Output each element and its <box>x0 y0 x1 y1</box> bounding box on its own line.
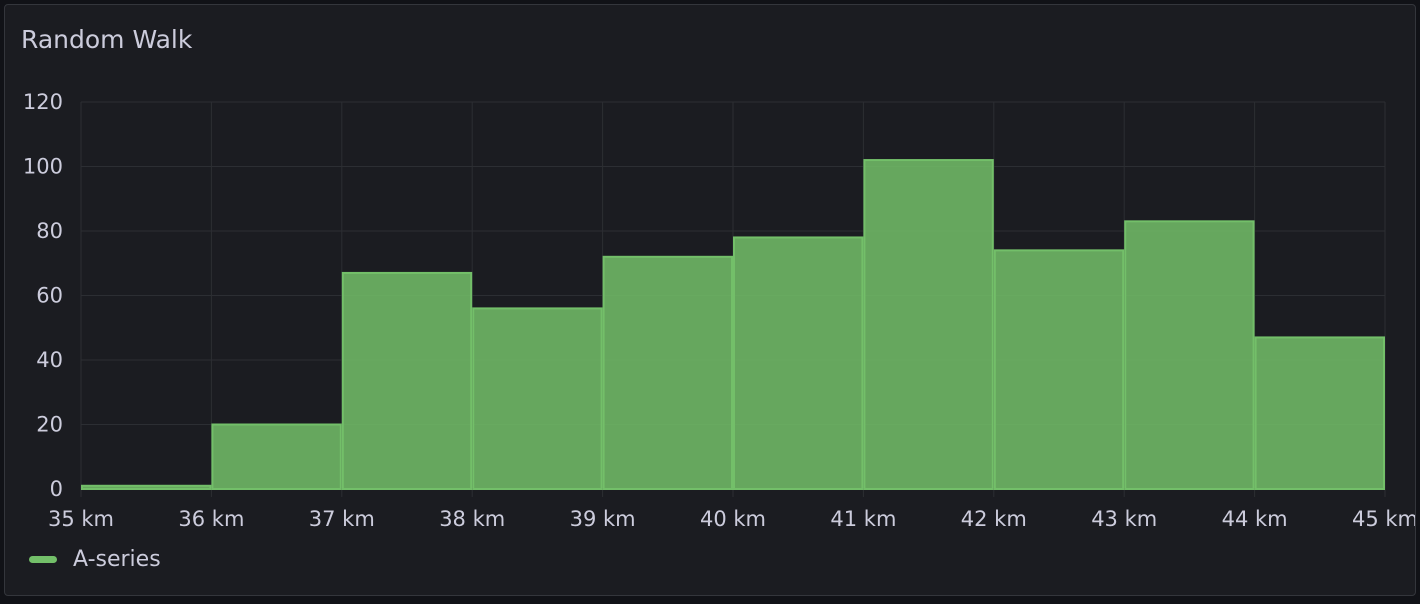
histogram-bar <box>341 271 473 490</box>
y-tick-label: 60 <box>36 284 63 308</box>
x-tick-label: 44 km <box>1222 507 1288 531</box>
histogram-bar <box>1254 336 1385 490</box>
panel-title: Random Walk <box>21 25 193 54</box>
legend-label: A-series <box>73 547 161 572</box>
x-tick-label: 45 km <box>1352 507 1416 531</box>
chart-panel: Random Walk 0 20 40 60 80 100 120 35 km 36 km 37 … <box>4 4 1416 596</box>
y-tick-label: 80 <box>36 219 63 243</box>
x-tick-label: 42 km <box>961 507 1027 531</box>
x-tick-label: 40 km <box>700 507 766 531</box>
histogram-bar <box>733 236 864 490</box>
histogram-bar <box>1124 220 1255 490</box>
y-tick-label: 20 <box>36 413 63 437</box>
histogram-bar <box>602 255 733 490</box>
legend-swatch <box>29 556 57 563</box>
y-tick-label: 120 <box>23 90 63 114</box>
x-tick-label: 39 km <box>570 507 636 531</box>
histogram-chart: 0 20 40 60 80 100 120 35 km 36 km 37 km 38 km 39 km… <box>23 90 1416 531</box>
x-tick-label: 37 km <box>309 507 375 531</box>
y-tick-label: 0 <box>50 477 63 501</box>
histogram-bar <box>472 307 603 490</box>
y-tick-label: 40 <box>36 348 63 372</box>
histogram-bar <box>993 249 1125 490</box>
x-tick-label: 35 km <box>48 507 114 531</box>
x-tick-label: 43 km <box>1091 507 1157 531</box>
x-tick-label: 38 km <box>439 507 505 531</box>
y-tick-label: 100 <box>23 155 63 179</box>
x-tick-label: 36 km <box>178 507 244 531</box>
legend-item[interactable]: A-series <box>29 547 161 572</box>
histogram-bar <box>211 423 342 490</box>
histogram-bar <box>863 159 994 491</box>
histogram-bar <box>81 484 212 490</box>
x-tick-label: 41 km <box>830 507 896 531</box>
